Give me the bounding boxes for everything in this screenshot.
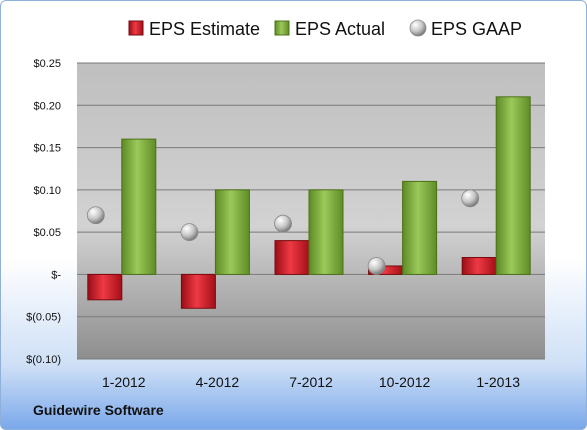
x-axis: 1-2012 4-2012 7-2012 10-2012 1-2013 — [102, 374, 520, 390]
estimate-bar — [461, 257, 497, 275]
company-label: Guidewire Software — [33, 402, 164, 418]
x-tick-label: 1-2012 — [102, 374, 146, 390]
estimate-bar — [180, 273, 216, 309]
y-tick-label: $- — [51, 269, 61, 281]
gaap-point — [367, 257, 386, 275]
actual-bar — [495, 96, 531, 275]
legend-swatch-estimate — [128, 20, 144, 36]
legend-swatch-gaap — [409, 19, 427, 37]
actual-bar — [402, 180, 438, 275]
legend: EPS Estimate EPS Actual EPS GAAP — [128, 19, 522, 39]
actual-bar — [214, 189, 250, 275]
x-tick-label: 1-2013 — [476, 374, 520, 390]
legend-label: EPS Estimate — [149, 19, 260, 39]
x-tick-label: 10-2012 — [379, 374, 431, 390]
x-tick-label: 7-2012 — [289, 374, 333, 390]
actual-bar — [308, 189, 344, 275]
y-tick-label: $0.15 — [33, 143, 61, 155]
y-tick-label: $(0.05) — [26, 312, 61, 324]
gaap-point — [274, 214, 292, 233]
gaap-point — [461, 189, 480, 208]
estimate-bar — [87, 273, 123, 301]
legend-label: EPS GAAP — [431, 19, 522, 39]
legend-swatch-actual — [274, 20, 290, 36]
y-tick-label: $0.25 — [33, 58, 61, 70]
estimate-bar — [274, 240, 310, 275]
y-tick-label: $(0.10) — [26, 354, 61, 366]
x-tick-label: 4-2012 — [196, 374, 240, 390]
legend-label: EPS Actual — [295, 19, 385, 39]
actual-bar — [121, 138, 157, 275]
y-tick-label: $0.20 — [33, 100, 61, 112]
y-tick-label: $0.05 — [33, 227, 61, 239]
gaap-point — [180, 223, 199, 242]
gaap-markers — [86, 189, 480, 275]
y-axis: $0.25 $0.20 $0.15 $0.10 $0.05 $- $(0.05) $(0.10… — [26, 58, 61, 366]
y-tick-label: $0.10 — [33, 185, 61, 197]
bar-marks — [87, 96, 531, 309]
gaap-point — [86, 206, 105, 225]
